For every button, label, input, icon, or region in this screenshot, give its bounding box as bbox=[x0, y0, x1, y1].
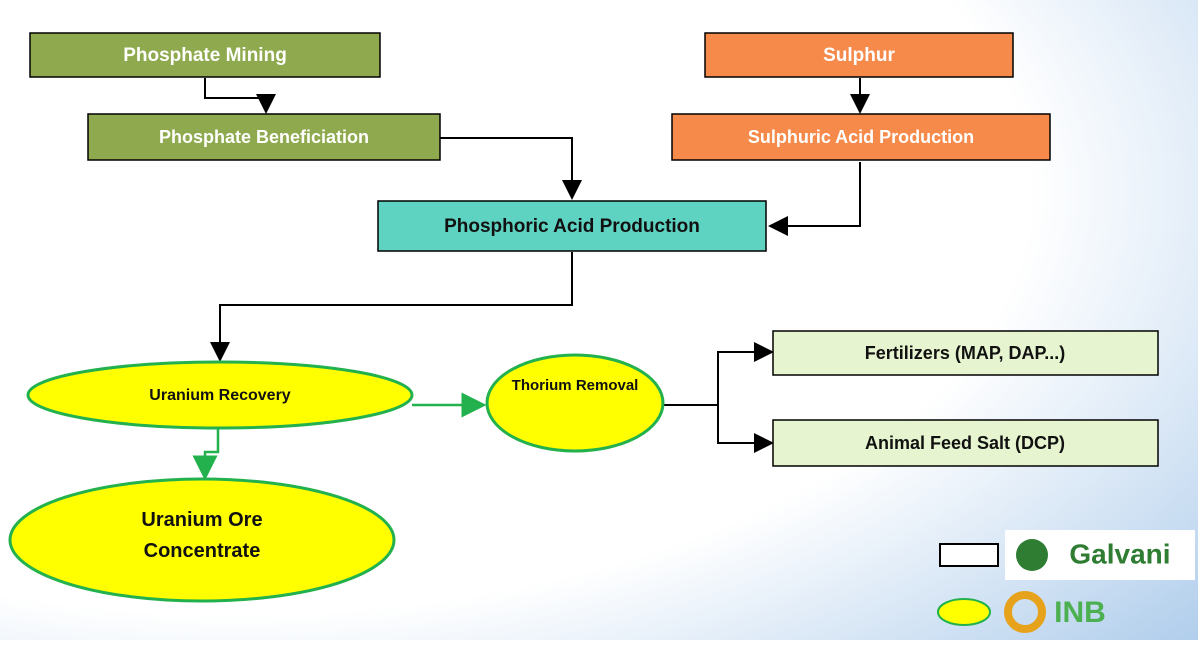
legend-box bbox=[939, 543, 999, 567]
box bbox=[704, 32, 1014, 78]
box-label: Phosphate Beneficiation bbox=[159, 127, 369, 147]
connectors bbox=[204, 78, 870, 453]
logo-icon bbox=[1004, 591, 1046, 633]
ellipse-label-wrap: Uranium Ore Concentrate bbox=[141, 509, 263, 562]
box-label: Animal Feed Salt (DCP) bbox=[865, 433, 1065, 453]
box bbox=[772, 419, 1159, 467]
ellipse-label: Uranium Ore Concentrate bbox=[141, 509, 263, 562]
logo-icon bbox=[1016, 539, 1048, 571]
box bbox=[29, 32, 381, 78]
green-connectors bbox=[192, 392, 487, 481]
ellipse-label: Uranium Recovery bbox=[149, 387, 290, 404]
ellipse-label-wrap: Thorium Removal bbox=[511, 377, 639, 394]
ellipse bbox=[485, 353, 665, 453]
legend-label: INB bbox=[1054, 596, 1106, 629]
box bbox=[87, 113, 441, 161]
legend-ellipse bbox=[937, 598, 991, 626]
box-label: Phosphoric Acid Production bbox=[444, 216, 700, 237]
legend-label: Galvani bbox=[1069, 538, 1170, 569]
ellipse bbox=[8, 477, 396, 603]
box-label: Sulphuric Acid Production bbox=[748, 127, 974, 147]
box bbox=[671, 113, 1051, 161]
box-label: Phosphate Mining bbox=[123, 45, 287, 66]
ellipse-label: Thorium Removal bbox=[511, 377, 639, 394]
box-label: Sulphur bbox=[823, 45, 895, 66]
box-label: Fertilizers (MAP, DAP...) bbox=[865, 343, 1065, 363]
box bbox=[772, 330, 1159, 376]
ellipse bbox=[26, 360, 414, 430]
box bbox=[377, 200, 767, 252]
